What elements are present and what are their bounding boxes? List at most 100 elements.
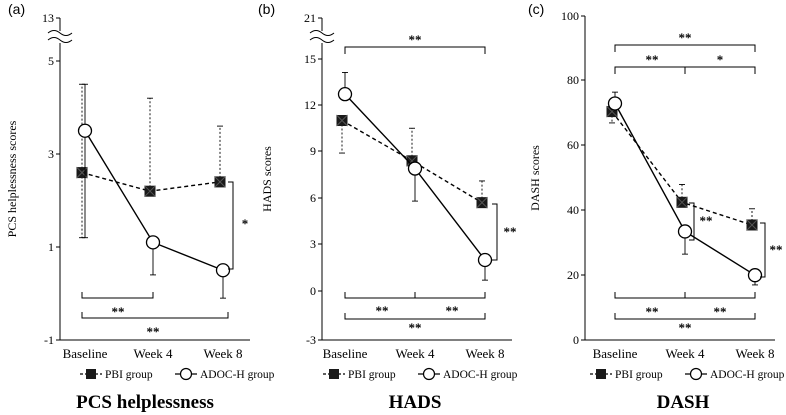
panel-3-y-tick-label: 60 (567, 138, 579, 152)
panel-1-sig-label: ** (112, 304, 125, 319)
panel-2-y-tick-label: -3 (306, 333, 316, 347)
panel-2-y-tick-label: 9 (310, 144, 316, 158)
panel-3-y-tick-label: 20 (567, 268, 579, 282)
panel-3-sig-bracket (614, 292, 686, 299)
panel-2-legend-marker-adoc-h (422, 367, 436, 381)
panel-3-x-tick-label: Week 8 (735, 346, 774, 361)
panel-2-y-tick-label: 21 (304, 11, 316, 25)
panel-1-sig-label: * (242, 216, 249, 231)
panel-3-sig-label: * (717, 52, 724, 67)
panel-1-legend-marker-pbi (86, 369, 96, 379)
panel-1-panel-label: (a) (8, 1, 25, 17)
panel-1-y-tick-label: 13 (42, 11, 54, 25)
panel-1-legend-marker-adoc-h (179, 367, 193, 381)
panel-1-chart-title: PCS helplessness (76, 392, 214, 413)
panel-1-marker-adoc-h (145, 235, 161, 250)
panel-2-sig-label: ** (409, 320, 422, 335)
panel-3-legend-marker-adoc-h (689, 367, 703, 381)
panel-1-marker-pbi-cross (76, 166, 88, 179)
panel-3-sig-bracket (614, 313, 756, 320)
panel-1-legend-label-adoc-h: ADOC-H group (200, 369, 275, 381)
panel-2-x-tick-label: Week 8 (465, 346, 504, 361)
panel-1-marker-pbi-cross (214, 176, 226, 188)
panel-1-marker-pbi-cross (144, 185, 156, 198)
panel-3-sig-bracket (614, 44, 756, 52)
panel-2-x-tick-label: Week 4 (395, 346, 435, 361)
panel-1-y-axis-label: PCS helplessness scores (5, 120, 19, 237)
panel-2-marker-pbi-cross (336, 114, 348, 127)
panel-1-sig-bracket (81, 292, 154, 299)
panel-2-sig-bracket (344, 292, 416, 299)
panel-2-sig-label: ** (409, 32, 422, 47)
panel-3-chart-title: DASH (657, 392, 710, 413)
panel-3-sig-bracket (760, 222, 766, 278)
panel-3-y-tick-label: 40 (567, 203, 579, 217)
panel-2-legend-label-pbi: PBI group (348, 369, 396, 381)
panel-3-marker-pbi-cross (746, 219, 758, 231)
panel-3-legend-marker-pbi (596, 369, 606, 379)
panel-2-y-axis-label: HADS scores (260, 146, 274, 212)
panel-1-sig-bracket (228, 181, 234, 270)
panel-2-y-tick-label: 0 (310, 284, 316, 298)
panel-1-x-tick-label: Week 4 (133, 346, 173, 361)
panel-2-y-tick-label: 6 (310, 191, 316, 205)
panel-2-marker-adoc-h (477, 252, 493, 268)
panel-1-x-tick-label: Baseline (63, 346, 108, 361)
panel-3-marker-adoc-h (607, 96, 623, 111)
panel-2-chart-title: HADS (389, 392, 442, 413)
panel-1-sig-label: ** (147, 324, 160, 339)
panel-2-legend-marker-pbi (329, 369, 339, 379)
panel-2-y-tick-label: 12 (304, 98, 316, 112)
panel-1-x-tick-label: Week 8 (203, 346, 242, 361)
panel-1-axis-break-mark (47, 30, 73, 36)
panel-2-panel-label: (b) (258, 1, 275, 17)
panel-1-y-tick-label: 5 (48, 54, 54, 68)
panel-3-panel-label: (c) (528, 1, 544, 17)
panel-2-sig-label: ** (376, 303, 389, 318)
panel-1-y-tick-label: 1 (48, 240, 54, 254)
panel-2-sig-bracket (414, 292, 486, 299)
panel-3-y-tick-label: 0 (573, 333, 579, 347)
panel-2-sig-label: ** (504, 224, 517, 239)
panel-3-marker-pbi-cross (676, 196, 688, 209)
panel-3-legend-label-adoc-h: ADOC-H group (710, 369, 785, 381)
panel-1-axis-break-mark (47, 37, 73, 43)
panel-3-y-tick-label: 100 (561, 9, 579, 23)
panel-1-marker-adoc-h (77, 123, 93, 138)
panel-2-sig-bracket (492, 203, 498, 261)
panel-2-legend-label-adoc-h: ADOC-H group (443, 369, 518, 381)
panel-2-marker-adoc-h (407, 161, 423, 176)
panel-2-axis-break-mark (309, 37, 335, 43)
panel-3-sig-label: ** (679, 30, 692, 45)
panel-3-series-line-pbi (611, 111, 753, 226)
panel-1-legend-label-pbi: PBI group (105, 369, 153, 381)
panel-1-y-tick-label: 3 (48, 147, 54, 161)
panel-3-sig-label: ** (646, 52, 659, 67)
panel-2-sig-bracket (344, 46, 486, 54)
panel-2-y-tick-label: 15 (304, 52, 316, 66)
panel-1-sig-bracket (81, 312, 229, 319)
panel-2-sig-label: ** (446, 303, 459, 318)
panel-2-y-tick-label: 3 (310, 237, 316, 251)
panel-3-sig-label: ** (646, 304, 659, 319)
panel-3-sig-bracket (684, 292, 756, 299)
panel-2-axis-break-mark (309, 30, 335, 36)
panel-3-sig-label: ** (700, 213, 713, 228)
panel-3-y-tick-label: 80 (567, 73, 579, 87)
panel-3-sig-label: ** (770, 242, 783, 257)
panel-3-sig-bracket (689, 202, 695, 241)
panel-3-sig-bracket (684, 66, 756, 74)
panel-3-sig-label: ** (714, 304, 727, 319)
panel-3-x-tick-label: Baseline (593, 346, 638, 361)
panel-1-marker-adoc-h (215, 263, 231, 278)
panel-2-x-tick-label: Baseline (323, 346, 368, 361)
panel-3-sig-bracket (614, 66, 686, 74)
panel-3-y-axis-label: DASH scores (528, 145, 542, 211)
panel-3-marker-adoc-h (747, 268, 763, 283)
panel-3-x-tick-label: Week 4 (665, 346, 705, 361)
panel-2-sig-bracket (344, 313, 486, 320)
panel-3-legend-label-pbi: PBI group (615, 369, 663, 381)
panel-2-marker-adoc-h (337, 87, 353, 102)
panel-1-y-tick-label: -1 (44, 333, 54, 347)
